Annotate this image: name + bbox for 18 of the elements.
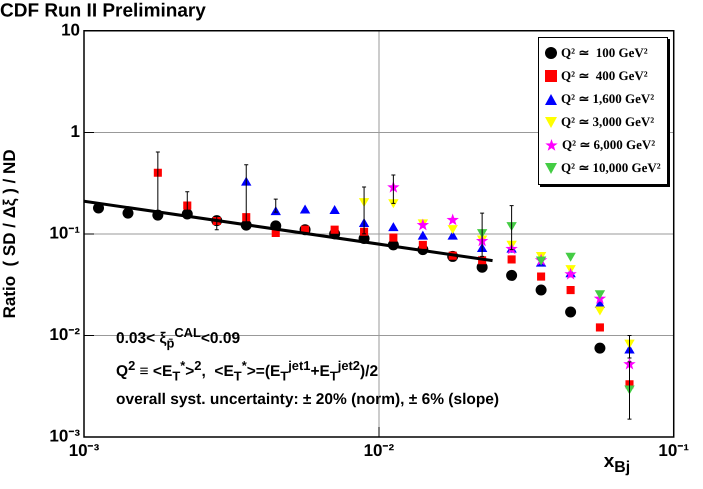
- legend-label: Q² ≃ 1,600 GeV²: [561, 91, 654, 108]
- legend-label: Q² ≃ 10,000 GeV²: [561, 160, 661, 176]
- y-tick-label: 10: [61, 20, 80, 40]
- annotation: 0.03< ξ$_{p̄}$$^{CAL}$<0.09: [116, 325, 240, 350]
- annotation: overall syst. uncertainty: ± 20% (norm), ± 6% (slope): [116, 391, 500, 409]
- x-axis-title: x$_{Bj}$: [604, 451, 630, 477]
- y-tick-label: 1: [70, 122, 80, 142]
- y-tick-label: 10⁻²: [49, 325, 80, 344]
- legend-label: Q² ≃ 100 GeV²: [561, 45, 648, 62]
- x-tick-label: 10⁻²: [364, 440, 394, 460]
- x-tick-label: 10⁻¹: [658, 440, 690, 460]
- text: Q$^{2}$ ≡ <E$_{T}$$^{*}$>$^{2}$, <E$_{T}$$^{*}$>=(E$_{T}$$^{jet1}$+E$_{T}$$^{jet2}$)/2: [116, 358, 378, 384]
- chart-title: CDF Run II Preliminary: [0, 0, 206, 22]
- legend-label: Q² ≃ 3,000 GeV²: [561, 114, 654, 130]
- y-axis-title: Ratio ( SD / Δξ ) / ND: [0, 149, 19, 318]
- y-tick-label: 10⁻¹: [49, 224, 80, 243]
- legend-label: Q² ≃ 6,000 GeV²: [562, 137, 656, 154]
- legend-label: Q² ≃ 400 GeV²: [561, 68, 648, 84]
